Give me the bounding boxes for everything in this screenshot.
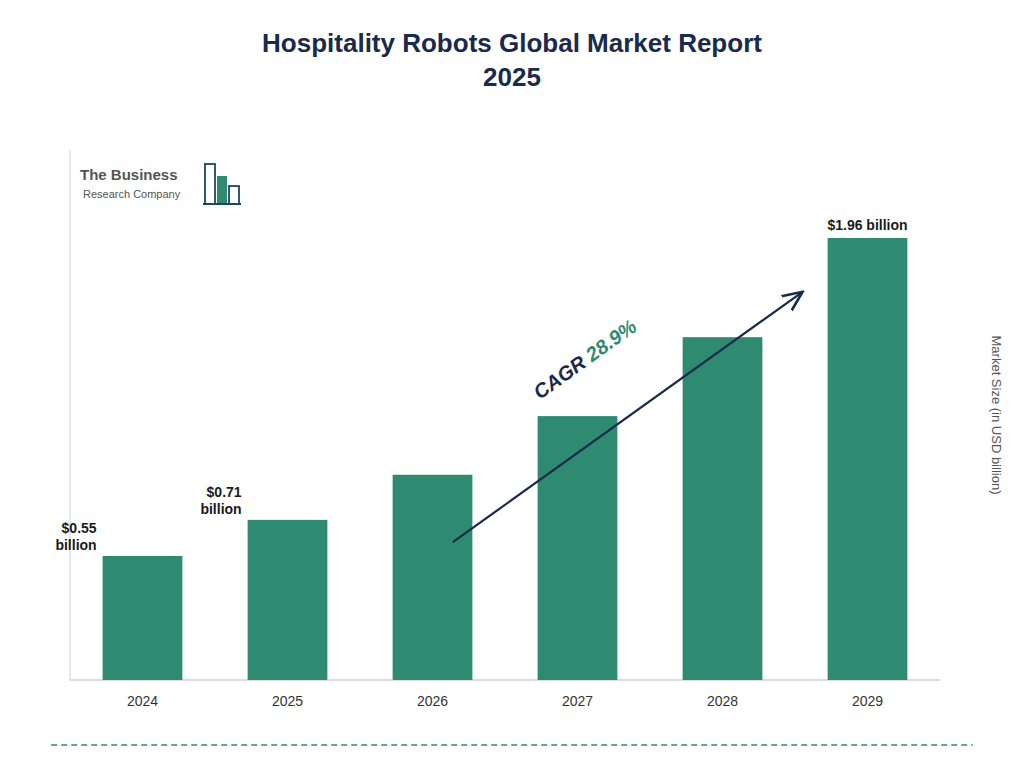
chart-svg: Hospitality Robots Global Market Report 2… — [0, 0, 1024, 768]
data-label-line: billion — [55, 537, 96, 553]
data-label-line: $0.71 — [207, 484, 242, 500]
bottom-border — [51, 744, 973, 746]
x-tick-label: 2029 — [852, 693, 883, 709]
data-label: $0.55billion — [55, 520, 96, 553]
y-axis-line — [70, 150, 71, 680]
bars — [103, 238, 908, 680]
data-label-line: billion — [200, 501, 241, 517]
y-axis-label: Market Size (in USD billion) — [989, 336, 1004, 495]
bar — [103, 556, 183, 680]
title-line: 2025 — [483, 62, 541, 92]
cagr-word: CAGR — [529, 348, 594, 403]
logo-text-sub: Research Company — [83, 188, 181, 200]
x-tick-label: 2024 — [127, 693, 158, 709]
logo-icon-bar — [217, 176, 227, 204]
title-line: Hospitality Robots Global Market Report — [262, 28, 762, 58]
chart-container: Hospitality Robots Global Market Report 2… — [0, 0, 1024, 768]
logo-icon-bar — [229, 186, 239, 204]
title: Hospitality Robots Global Market Report 2… — [262, 28, 762, 92]
logo-icon-base — [203, 203, 241, 205]
bar — [683, 337, 763, 680]
data-label-line: $0.55 — [62, 520, 97, 536]
x-axis-line — [70, 680, 940, 681]
cagr-arrow — [453, 293, 801, 542]
x-tick-label: 2027 — [562, 693, 593, 709]
x-tick-label: 2026 — [417, 693, 448, 709]
logo-text-main: The Business — [80, 166, 178, 183]
bar — [393, 475, 473, 680]
cagr-annotation: CAGR 28.9% — [529, 315, 641, 404]
bar — [538, 416, 618, 680]
background — [0, 0, 1024, 768]
x-tick-label: 2028 — [707, 693, 738, 709]
logo: The Business Research Company — [80, 164, 241, 204]
bar — [828, 238, 908, 680]
data-label: $0.71billion — [200, 484, 241, 517]
x-tick-label: 2025 — [272, 693, 303, 709]
cagr-number: 28.9% — [581, 315, 641, 367]
logo-icon-bar — [205, 164, 215, 204]
bar — [248, 520, 328, 680]
data-label: $1.96 billion — [827, 217, 907, 233]
